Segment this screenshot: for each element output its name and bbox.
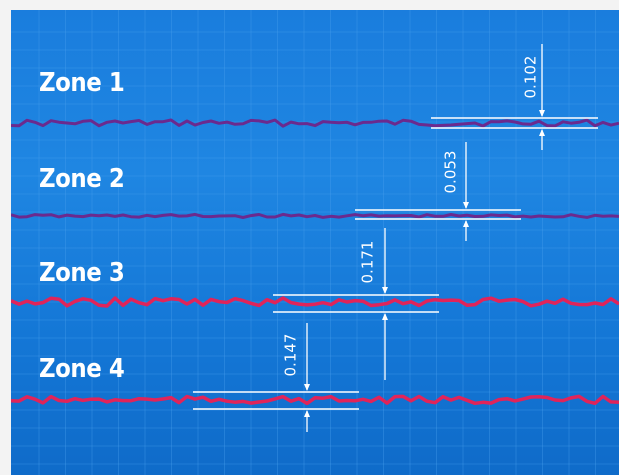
zone-3-profile-line: [11, 296, 619, 308]
profiles: [11, 118, 619, 406]
arrow-head-down-icon: [304, 384, 310, 391]
zone-2-label: Zone 2: [39, 164, 125, 194]
arrow-head-down-icon: [463, 202, 469, 209]
zone-3-label: Zone 3: [39, 258, 125, 288]
dimension-2-value: 0.053: [442, 151, 460, 194]
arrow-head-down-icon: [382, 287, 388, 294]
dimension-4: 0.147: [193, 323, 359, 432]
dimensions: 0.102 0.053 0.171 0.147: [193, 44, 598, 432]
zone-4-label: Zone 4: [39, 354, 125, 384]
zone-1-label: Zone 1: [39, 68, 125, 98]
zone-2-profile-line: [11, 212, 619, 219]
arrow-head-up-icon: [304, 410, 310, 417]
dimension-3: 0.171: [273, 228, 439, 380]
dimension-2: 0.053: [355, 142, 521, 241]
zone-1-profile-line: [11, 118, 619, 128]
arrow-head-up-icon: [463, 220, 469, 227]
arrow-head-down-icon: [539, 110, 545, 117]
dimension-3-value: 0.171: [359, 241, 377, 284]
dimension-1-value: 0.102: [522, 56, 540, 99]
diagram-panel: 0.102 0.053 0.171 0.147 Zone 1 Zone 2 Zone …: [11, 10, 619, 475]
arrow-head-up-icon: [382, 313, 388, 320]
dimension-1: 0.102: [431, 44, 598, 150]
zone-4-profile-line: [11, 394, 619, 406]
arrow-head-up-icon: [539, 129, 545, 136]
dimension-4-value: 0.147: [282, 334, 300, 377]
diagram-canvas: 0.102 0.053 0.171 0.147: [11, 10, 619, 475]
